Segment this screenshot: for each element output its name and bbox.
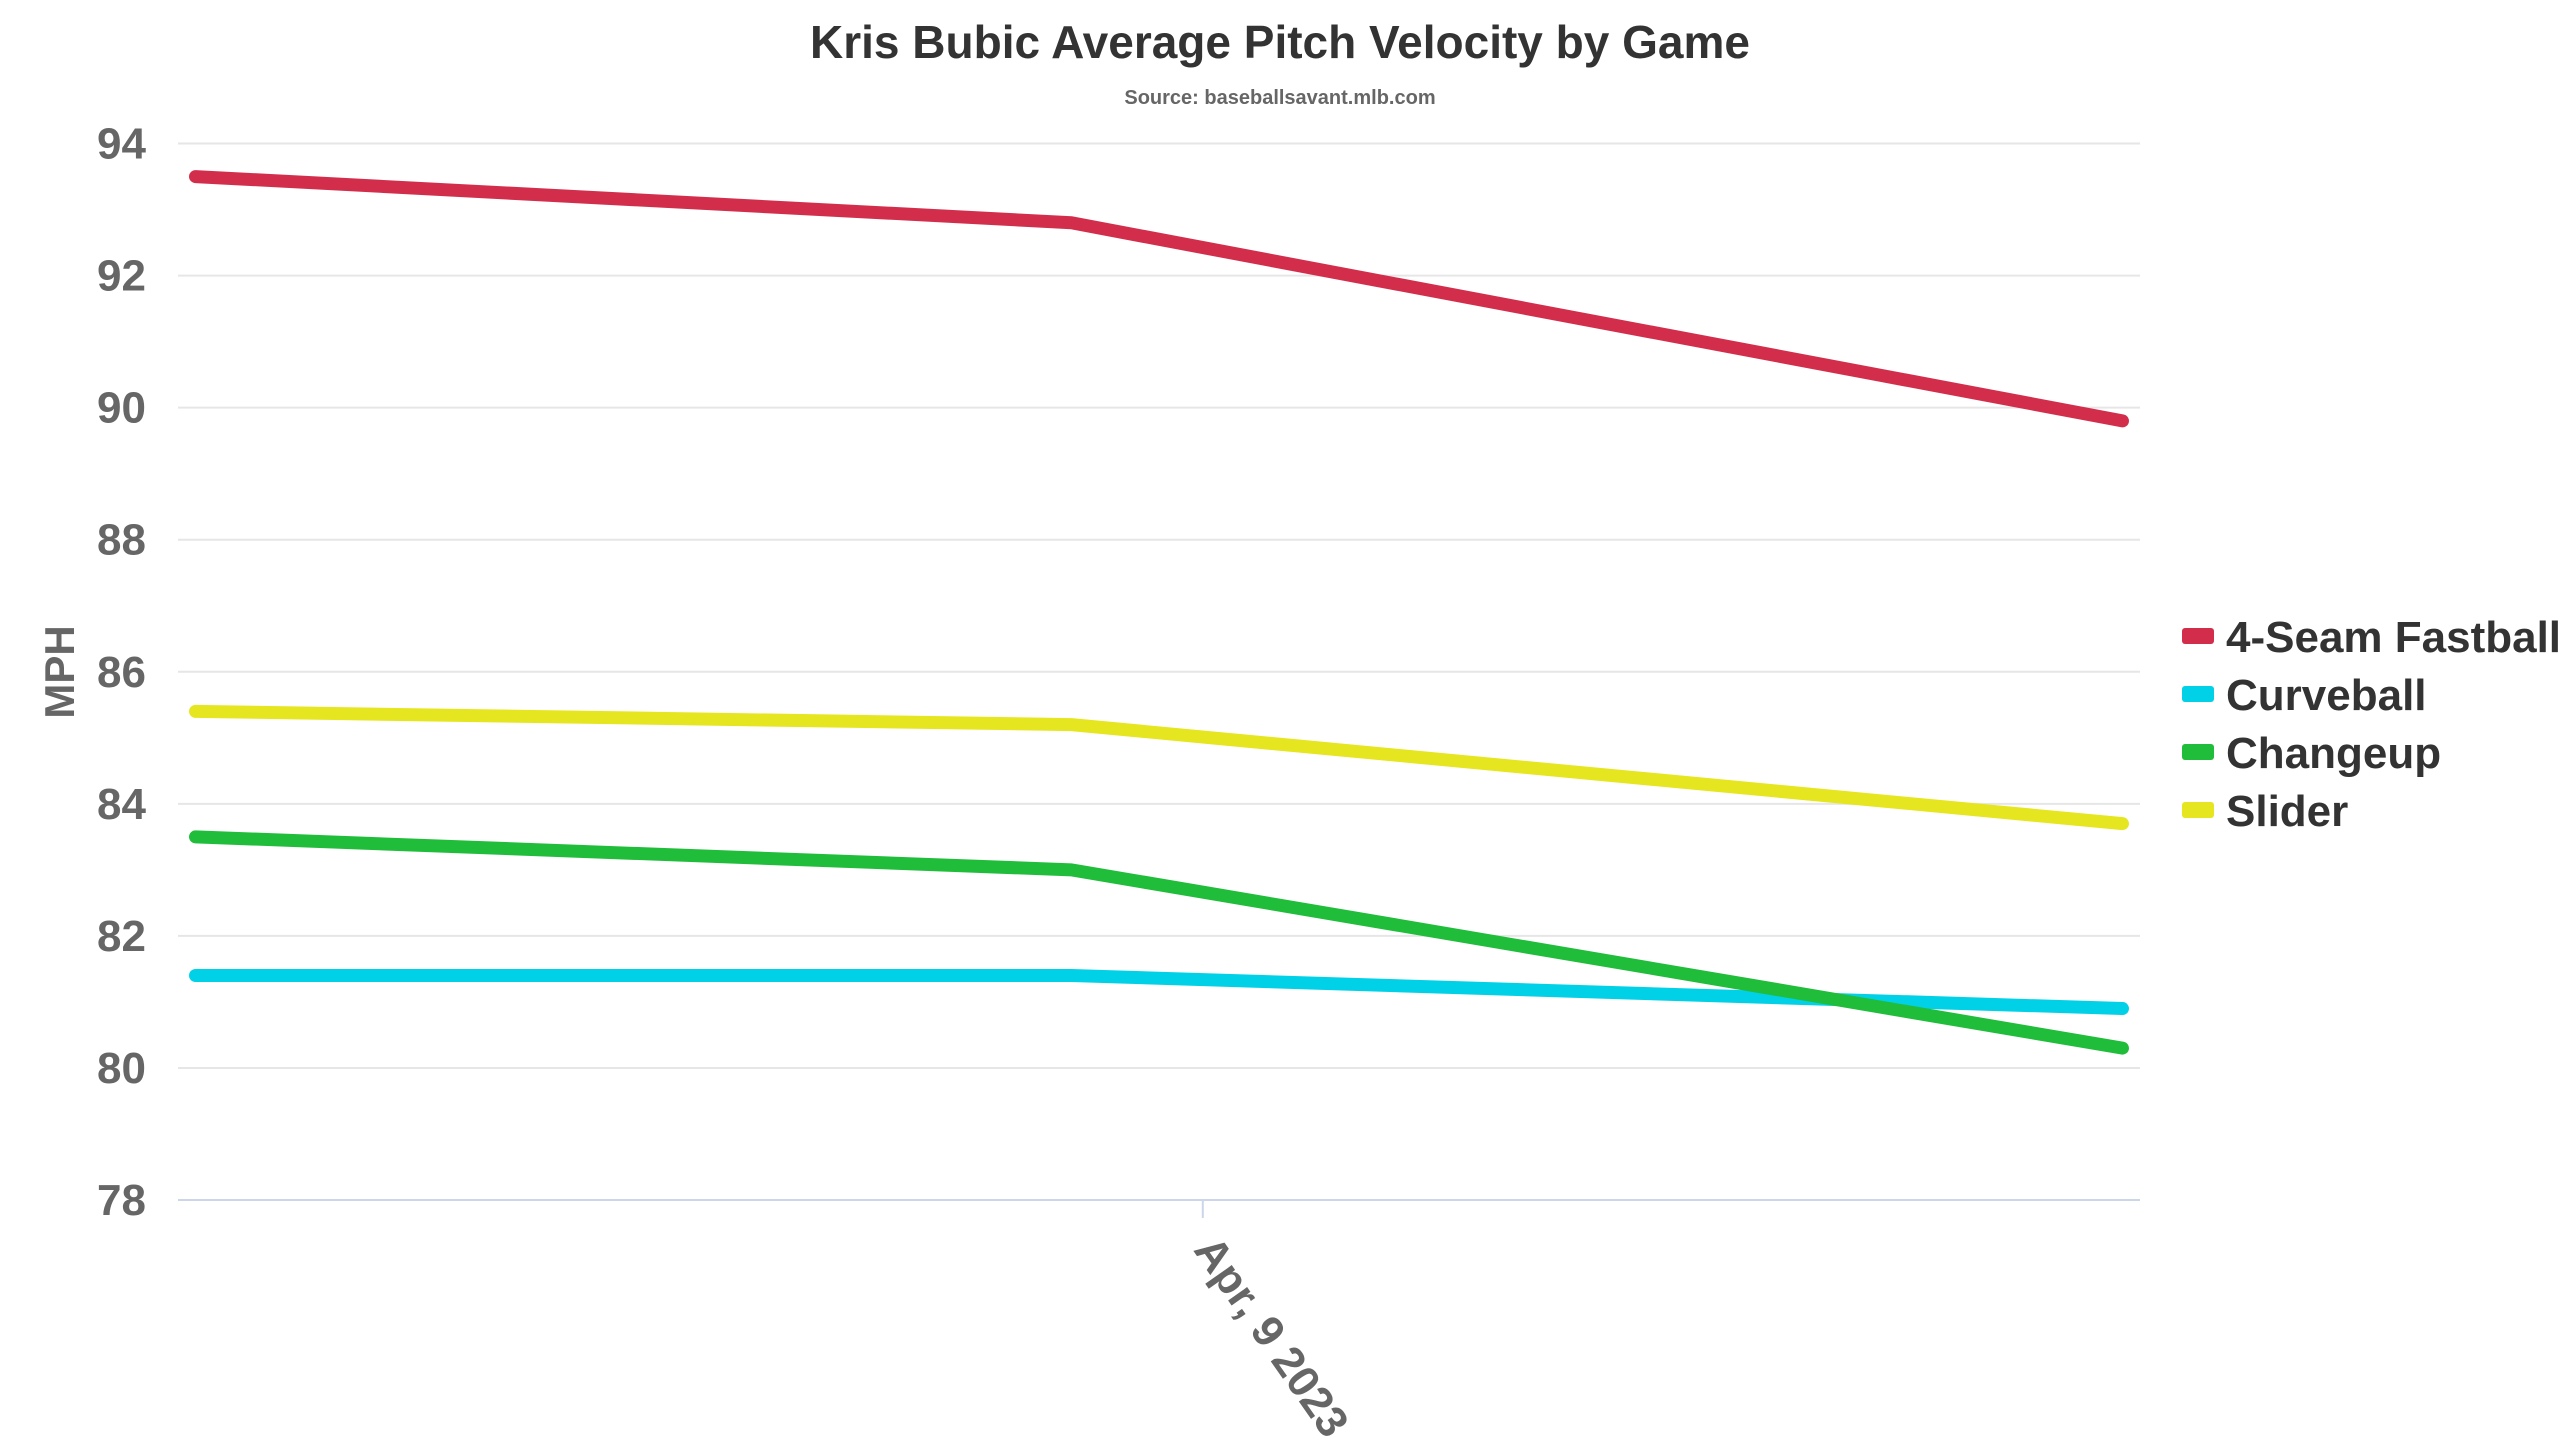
series-line-changeup — [189, 830, 2129, 1055]
y-tick-label-80: 80 — [97, 1044, 146, 1093]
legend-label-4-seam-fastball: 4-Seam Fastball — [2226, 613, 2560, 662]
legend-swatch-curveball — [2182, 686, 2214, 702]
series-line-4-seam-fastball — [189, 170, 2129, 428]
y-tick-label-92: 92 — [97, 252, 146, 301]
y-tick-label-88: 88 — [97, 516, 146, 565]
legend-label-curveball: Curveball — [2226, 671, 2427, 720]
y-tick-label-94: 94 — [97, 120, 146, 169]
series-lines — [189, 170, 2129, 1055]
x-axis: Apr, 9 2023 — [178, 1199, 2140, 1445]
legend-swatch-changeup — [2182, 744, 2214, 760]
legend-swatch-4-seam-fastball — [2182, 628, 2214, 644]
y-axis-ticks: 78 80 82 84 86 88 90 92 94 — [97, 120, 146, 1225]
gridlines — [178, 142, 2140, 1069]
y-tick-label-82: 82 — [97, 912, 146, 961]
series-line-curveball — [189, 969, 2129, 1016]
y-tick-label-84: 84 — [97, 780, 146, 829]
y-axis-label: MPH — [36, 625, 83, 718]
y-tick-label-90: 90 — [97, 384, 146, 433]
chart-subtitle: Source: baseballsavant.mlb.com — [1124, 87, 1435, 109]
series-line-slider — [189, 704, 2129, 831]
chart-title: Kris Bubic Average Pitch Velocity by Gam… — [810, 16, 1750, 68]
x-tick-label-0: Apr, 9 2023 — [1185, 1228, 1358, 1440]
y-tick-label-78: 78 — [97, 1176, 146, 1225]
legend-label-slider: Slider — [2226, 787, 2348, 836]
legend-label-changeup: Changeup — [2226, 729, 2441, 778]
legend-swatch-slider — [2182, 802, 2214, 818]
y-tick-label-86: 86 — [97, 648, 146, 697]
legend: 4-Seam Fastball Curveball Changeup Slider — [2182, 613, 2560, 836]
